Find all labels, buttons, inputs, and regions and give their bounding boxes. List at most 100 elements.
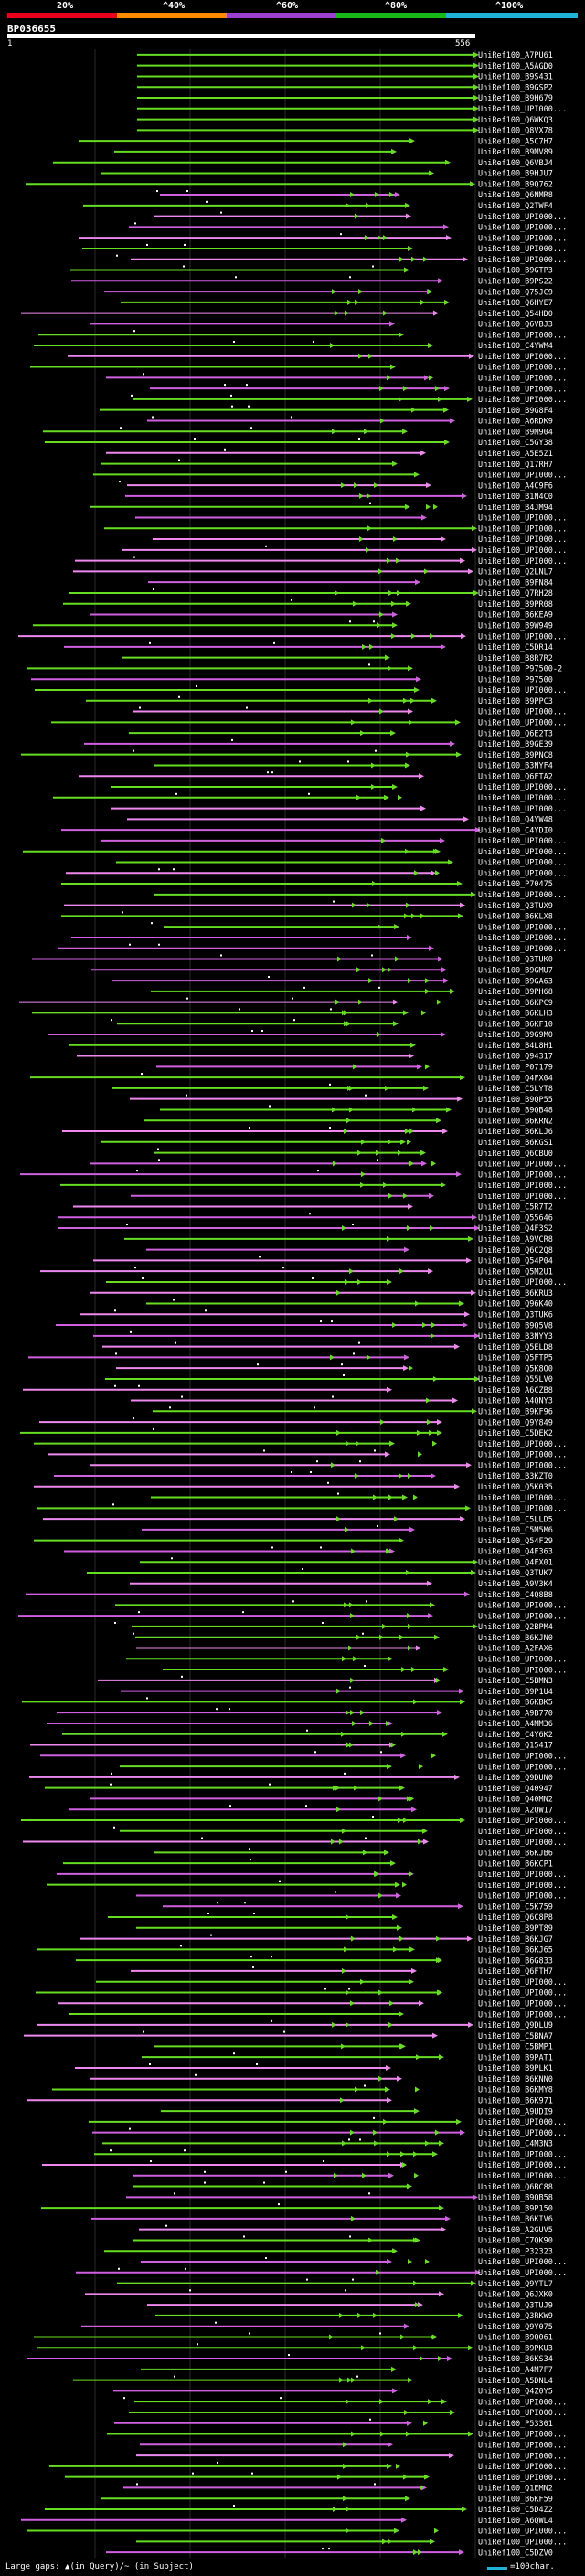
- hit-row[interactable]: UniRef100_Q15417: [30, 1742, 553, 1751]
- hit-label[interactable]: UniRef100_Q2TWF4: [478, 202, 553, 211]
- hit-row[interactable]: UniRef100_B6K971: [27, 2097, 553, 2106]
- hit-label[interactable]: UniRef100_Q6NMR8: [478, 191, 553, 200]
- hit-row[interactable]: UniRef100_UPI000...: [90, 1159, 567, 1170]
- hit-label[interactable]: UniRef100_B9P150: [478, 2204, 553, 2213]
- hit-label[interactable]: UniRef100_Q4FX01: [478, 1558, 553, 1567]
- hit-label[interactable]: UniRef100_Q3TUK6: [478, 1310, 553, 1320]
- hit-row[interactable]: UniRef100_Q1EMN2: [123, 2483, 553, 2494]
- hit-row[interactable]: UniRef100_B6KJN0: [133, 1632, 553, 1643]
- hit-row[interactable]: UniRef100_Q3TUK0: [32, 954, 553, 965]
- hit-row[interactable]: UniRef100_UPI000...: [120, 1763, 567, 1772]
- hit-row[interactable]: UniRef100_A2GUV5: [139, 2224, 553, 2235]
- hit-row[interactable]: UniRef100_UPI000...: [60, 1182, 567, 1191]
- hit-row[interactable]: UniRef100_UPI000...: [129, 222, 567, 233]
- hit-label[interactable]: UniRef100_Q4YW48: [478, 816, 553, 825]
- hit-row[interactable]: UniRef100_Q4FX04: [30, 1073, 553, 1083]
- hit-row[interactable]: UniRef100_UPI000...: [92, 2127, 567, 2138]
- hit-row[interactable]: UniRef100_P97500: [31, 675, 553, 684]
- hit-label[interactable]: UniRef100_B1N4C0: [478, 493, 553, 502]
- hit-label[interactable]: UniRef100_Q15417: [478, 1742, 553, 1751]
- hit-row[interactable]: UniRef100_UPI000...: [150, 384, 567, 394]
- hit-label[interactable]: UniRef100_UPI000...: [478, 2409, 567, 2418]
- hit-label[interactable]: UniRef100_B9FN84: [478, 578, 553, 588]
- hit-label[interactable]: UniRef100_C5LLD5: [478, 1515, 553, 1524]
- hit-label[interactable]: UniRef100_UPI000...: [478, 805, 567, 814]
- hit-label[interactable]: UniRef100_B3NYY3: [478, 1332, 553, 1341]
- hit-row[interactable]: UniRef100_Q94317: [77, 1053, 553, 1062]
- hit-label[interactable]: UniRef100_C4YDI0: [478, 826, 553, 835]
- hit-label[interactable]: UniRef100_B6KNN0: [478, 2075, 553, 2084]
- hit-label[interactable]: UniRef100_C5BMN3: [478, 1677, 553, 1686]
- hit-row[interactable]: UniRef100_A6CZB8: [23, 1384, 553, 1395]
- hit-label[interactable]: UniRef100_C5BMP1: [478, 2043, 553, 2052]
- hit-label[interactable]: UniRef100_UPI000...: [478, 213, 567, 222]
- hit-label[interactable]: UniRef100_B6KCP1: [478, 1860, 553, 1869]
- hit-row[interactable]: UniRef100_UPI000...: [49, 2461, 567, 2472]
- hit-label[interactable]: UniRef100_UPI000...: [478, 891, 567, 900]
- hit-label[interactable]: UniRef100_B6KRN2: [478, 1117, 553, 1126]
- hit-label[interactable]: UniRef100_A4MM36: [478, 1720, 553, 1729]
- hit-label[interactable]: UniRef100_UPI000...: [478, 837, 567, 846]
- hit-row[interactable]: UniRef100_P97500-2: [27, 663, 562, 674]
- hit-label[interactable]: UniRef100_A2FAX6: [478, 1645, 553, 1654]
- hit-row[interactable]: UniRef100_UPI000...: [40, 1751, 567, 1762]
- hit-label[interactable]: UniRef100_Q2BPM4: [478, 1623, 553, 1632]
- hit-row[interactable]: UniRef100_UPI000...: [96, 1978, 567, 1988]
- hit-row[interactable]: UniRef100_UPI000...: [163, 1665, 567, 1675]
- hit-row[interactable]: UniRef100_Q6CBU0: [154, 1148, 553, 1159]
- hit-label[interactable]: UniRef100_UPI000...: [478, 525, 567, 534]
- hit-row[interactable]: UniRef100_B6KRU3: [90, 1289, 553, 1299]
- hit-label[interactable]: UniRef100_B9PNC8: [478, 751, 553, 760]
- hit-label[interactable]: UniRef100_C5GY38: [478, 439, 553, 448]
- hit-row[interactable]: UniRef100_A9VCR8: [124, 1235, 553, 1245]
- hit-label[interactable]: UniRef100_UPI000...: [478, 2161, 567, 2170]
- hit-row[interactable]: UniRef100_A4QNY3: [131, 1395, 553, 1406]
- hit-label[interactable]: UniRef100_C5LYT8: [478, 1085, 553, 1094]
- hit-label[interactable]: UniRef100_P07179: [478, 1064, 553, 1073]
- hit-label[interactable]: UniRef100_Q6CBU0: [478, 1150, 553, 1159]
- hit-row[interactable]: UniRef100_B9Q762: [26, 180, 553, 189]
- hit-label[interactable]: UniRef100_B9PLK1: [478, 2064, 553, 2073]
- hit-label[interactable]: UniRef100_UPI000...: [478, 1461, 567, 1470]
- hit-row[interactable]: UniRef100_Q3TUK7: [87, 1568, 553, 1578]
- hit-label[interactable]: UniRef100_UPI000...: [478, 1828, 567, 1837]
- hit-label[interactable]: UniRef100_UPI000...: [478, 934, 567, 943]
- hit-row[interactable]: UniRef100_B9G9M0: [48, 1029, 553, 1040]
- hit-label[interactable]: UniRef100_UPI000...: [478, 2258, 567, 2267]
- hit-row[interactable]: UniRef100_Q17RH7: [101, 459, 553, 470]
- hit-label[interactable]: UniRef100_Q17RH7: [478, 461, 553, 470]
- hit-label[interactable]: UniRef100_UPI000...: [478, 364, 567, 373]
- hit-label[interactable]: UniRef100_UPI000...: [478, 2431, 567, 2440]
- hit-label[interactable]: UniRef100_UPI000...: [478, 557, 567, 567]
- hit-label[interactable]: UniRef100_Q1EMN2: [478, 2485, 553, 2494]
- hit-row[interactable]: UniRef100_B9PT89: [136, 1924, 553, 1934]
- hit-row[interactable]: UniRef100_B9QB58: [126, 2192, 553, 2203]
- hit-label[interactable]: UniRef100_B6KF10: [478, 1020, 553, 1029]
- hit-label[interactable]: UniRef100_B9QP55: [478, 1096, 553, 1105]
- hit-label[interactable]: UniRef100_Q6FTA2: [478, 772, 553, 781]
- hit-row[interactable]: UniRef100_B9GMU7: [91, 966, 553, 975]
- hit-row[interactable]: UniRef100_UPI000...: [131, 394, 567, 405]
- hit-row[interactable]: UniRef100_Q6FTH7: [131, 1966, 553, 1977]
- hit-row[interactable]: UniRef100_Q54P04: [93, 1256, 553, 1267]
- hit-row[interactable]: UniRef100_Q3TUJ9: [147, 2301, 553, 2310]
- hit-row[interactable]: UniRef100_UPI000...: [79, 233, 567, 243]
- hit-row[interactable]: UniRef100_UPI000...: [30, 364, 567, 373]
- hit-label[interactable]: UniRef100_Q5K8O0: [478, 1364, 553, 1373]
- hit-row[interactable]: UniRef100_UPI000...: [113, 1826, 567, 1837]
- hit-label[interactable]: UniRef100_C4Q8B8: [478, 1591, 553, 1600]
- hit-label[interactable]: UniRef100_UPI000...: [478, 546, 567, 556]
- hit-row[interactable]: UniRef100_UPI000...: [116, 254, 567, 265]
- hit-label[interactable]: UniRef100_P97500: [478, 675, 553, 684]
- hit-label[interactable]: UniRef100_UPI000...: [478, 245, 567, 254]
- hit-row[interactable]: UniRef100_UPI000...: [58, 943, 567, 954]
- hit-label[interactable]: UniRef100_B6KJB6: [478, 1850, 553, 1859]
- hit-label[interactable]: UniRef100_Q9YTL7: [478, 2280, 553, 2289]
- hit-label[interactable]: UniRef100_UPI000...: [478, 375, 567, 384]
- hit-row[interactable]: UniRef100_A5E5Z1: [106, 448, 553, 459]
- hit-label[interactable]: UniRef100_Q4F363: [478, 1548, 553, 1557]
- hit-row[interactable]: UniRef100_Q6VBJ3: [90, 321, 553, 330]
- hit-row[interactable]: UniRef100_B3NYY3: [93, 1330, 553, 1341]
- hit-row[interactable]: UniRef100_A2FAX6: [136, 1645, 553, 1654]
- hit-row[interactable]: UniRef100_Q5K8O0: [116, 1363, 553, 1373]
